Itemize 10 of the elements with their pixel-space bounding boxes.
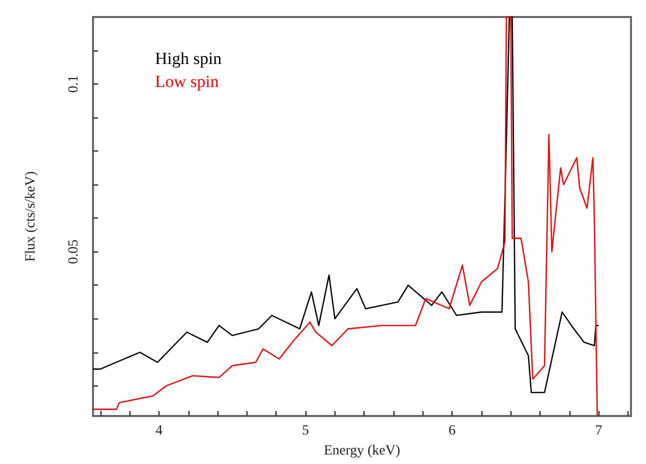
x-tick-label: 4 <box>155 424 162 438</box>
y-axis-title: Flux (cts/s/keV) <box>24 170 38 262</box>
x-axis-title: Energy (keV) <box>324 444 400 458</box>
x-tick-label: 6 <box>448 424 456 438</box>
text: High spin <box>155 49 222 68</box>
y-tick-label: 0.05 <box>66 239 82 264</box>
x-tick-label: 7 <box>595 424 602 438</box>
y-tick-label: 0.1 <box>66 75 82 93</box>
x-tick-label: 5 <box>302 424 310 438</box>
text: Low spin <box>155 72 220 91</box>
